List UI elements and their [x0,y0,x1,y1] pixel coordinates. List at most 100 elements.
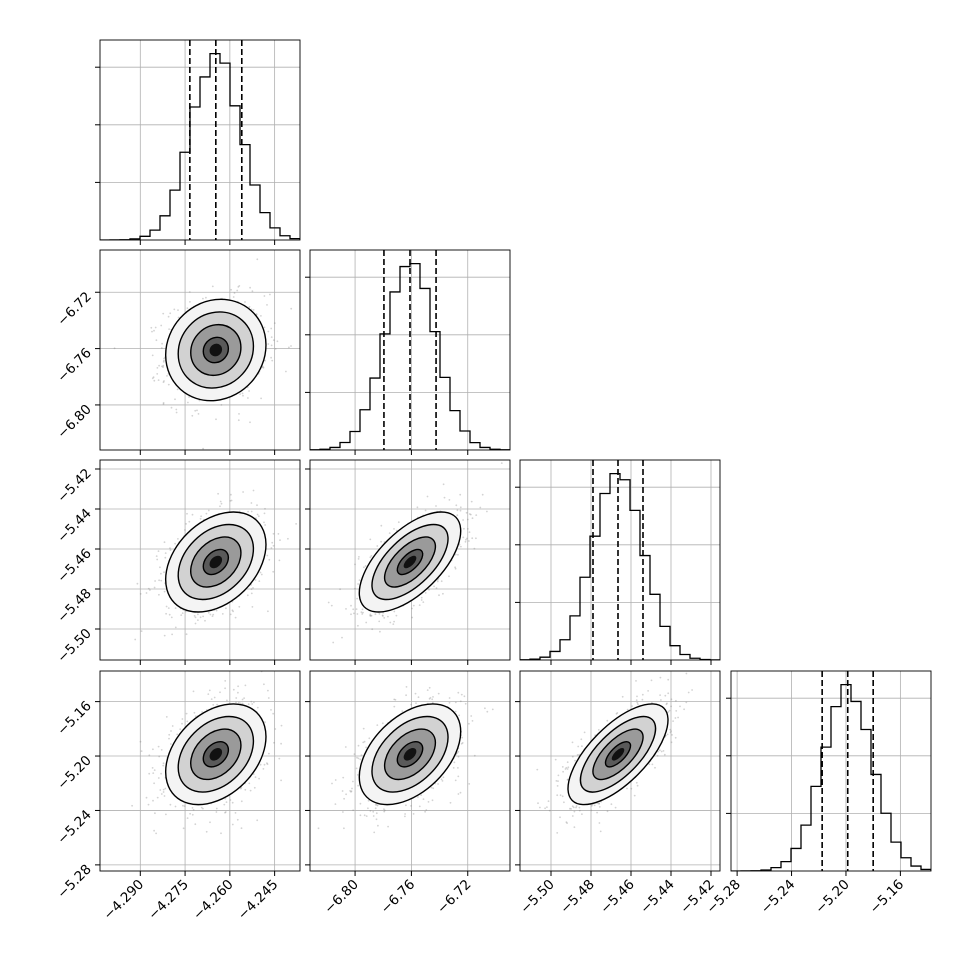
sample-point [229,799,232,801]
sample-point [437,783,439,785]
sample-point [250,510,253,513]
sample-point [290,345,292,347]
sample-point [156,367,159,369]
sample-point [152,376,155,379]
sample-point [152,772,155,774]
sample-point [468,722,470,725]
sample-point [235,697,238,699]
sample-point [162,361,165,363]
sample-point [162,764,165,767]
sample-point [220,832,222,835]
sample-point [204,619,206,622]
sample-point [355,608,358,610]
y-tick-label-p4: −5.28 [54,861,95,902]
contour-2 [371,715,449,793]
sample-point [420,599,423,601]
sample-point [637,703,639,706]
sample-point [431,698,434,701]
sample-point [182,827,185,830]
panel-frame [519,459,721,661]
sample-point [359,814,362,817]
sample-point [562,770,564,773]
sample-point [460,742,463,745]
sample-point [145,796,148,799]
sample-point [273,741,275,744]
sample-point [262,768,265,770]
sample-point [202,615,205,618]
sample-point [475,537,477,540]
sample-point [457,775,460,778]
sample-point [468,513,471,515]
sample-point [380,524,383,527]
sample-point [254,579,257,581]
sample-point [155,339,158,342]
sample-point [650,679,653,682]
sample-point [393,610,396,613]
sample-point [158,364,161,367]
sample-point [378,612,381,615]
sample-point [431,799,434,802]
sample-point [456,514,459,517]
contour-3 [164,298,267,402]
sample-point [232,610,235,613]
sample-point [416,506,419,509]
sample-point [205,296,207,299]
sample-point [375,804,378,806]
sample-point [598,806,601,808]
scatter-panel-p2-p4 [305,670,511,876]
sample-point [280,724,283,727]
sample-point [424,509,427,512]
sample-point [205,512,208,515]
sample-point [339,588,341,591]
sample-point [466,528,469,530]
density-peak [209,343,223,357]
x-tick-label-p2: −6.80 [321,877,362,918]
sample-point [249,421,251,424]
sample-point [165,612,168,615]
sample-point [207,693,210,695]
sample-point [393,528,395,530]
sample-point [388,532,391,534]
sample-point [139,740,142,743]
sample-point [170,406,173,409]
sample-point [171,633,174,636]
sample-point [369,556,372,559]
sample-point [259,571,262,574]
sample-point [263,512,266,515]
sample-point [266,762,268,764]
sample-point [154,326,157,329]
sample-point [270,336,273,338]
sample-point [370,614,373,617]
sample-point [181,612,184,614]
sample-point [353,612,355,615]
sample-point [147,803,150,806]
contour-0 [202,740,230,768]
sample-point [151,330,153,333]
sample-point [500,462,503,464]
sample-point [140,750,143,752]
sample-point [232,296,235,298]
y-tick-label-p3: −5.50 [54,626,95,667]
sample-point [168,733,171,736]
sample-point [252,587,254,589]
sample-point [270,327,273,330]
sample-point [342,776,345,779]
sample-point [636,701,639,704]
sample-point [219,691,221,694]
sample-point [429,696,432,699]
sample-point [200,806,203,809]
sample-point [156,373,159,375]
x-tick-label-p1: −4.275 [145,877,192,924]
sample-point [362,727,365,730]
sample-point [357,558,360,560]
sample-point [428,588,430,591]
sample-point [196,409,198,412]
sample-point [239,393,242,395]
sample-point [465,537,468,540]
histogram-panel-p2 [305,249,511,455]
sample-point [242,394,244,397]
sample-point [152,748,154,751]
sample-point [164,552,167,554]
sample-point [357,757,360,760]
sample-point [458,714,461,717]
